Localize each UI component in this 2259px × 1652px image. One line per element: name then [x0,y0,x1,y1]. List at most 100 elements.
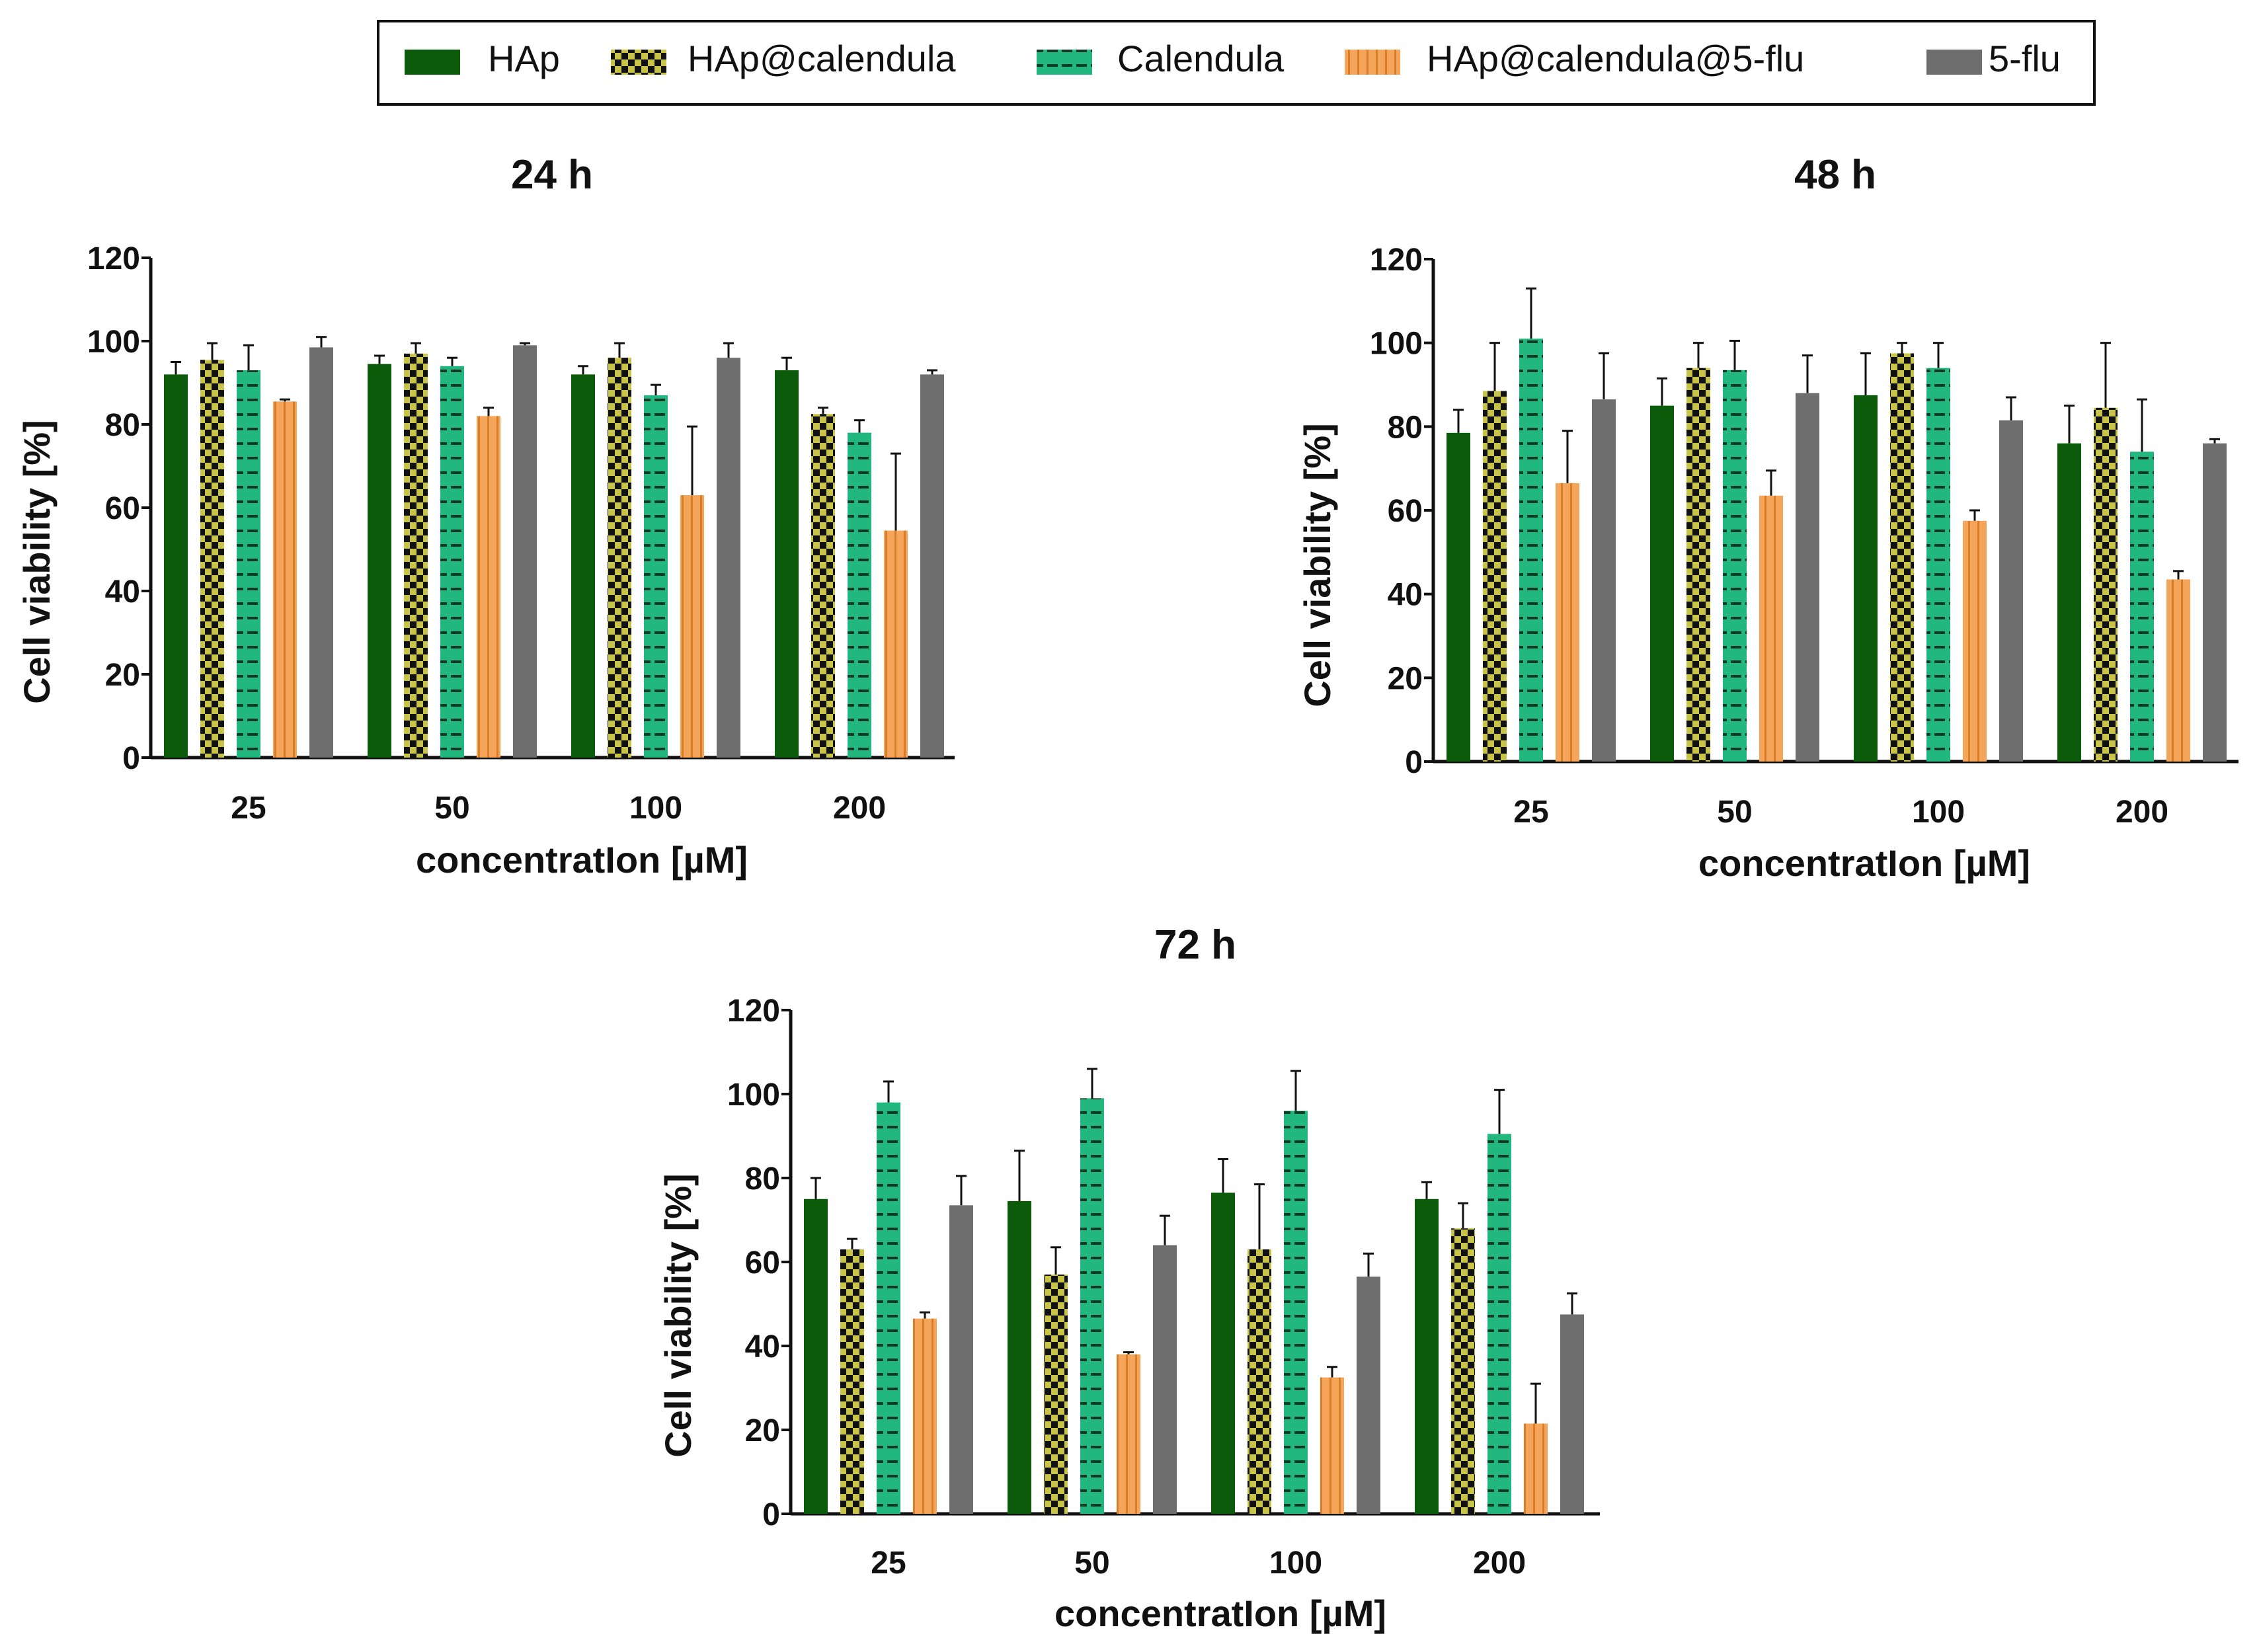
bar-hap-calendula-5-flu-200 [2166,579,2190,762]
bar-hap-calendula-5-flu-100 [1320,1377,1344,1514]
x-tick-label: 200 [2116,795,2168,830]
x-tick-label: 25 [871,1546,906,1581]
bar-hap-calendula-100 [608,358,631,758]
bar-hap-calendula-50 [1686,368,1710,762]
y-tick-label: 80 [745,1161,780,1197]
bar-hap-calendula-25 [1483,391,1507,762]
bar-calendula-100 [1926,368,1950,762]
bar-calendula-200 [848,432,871,758]
y-tick-label: 120 [87,241,140,276]
bar-hap-50 [368,364,391,758]
legend-swatch-hap [405,50,460,75]
bar-hap-25 [804,1199,828,1514]
bar-5-flu-25 [1592,399,1616,762]
bar-calendula-200 [2130,452,2154,762]
x-tick-label: 50 [1074,1546,1109,1581]
bar-hap-calendula-25 [840,1249,864,1514]
y-tick-label: 20 [105,658,140,693]
chart-panel-72h: 72 h concentratIon [µM] Cell viability [… [657,922,1600,1634]
y-tick-label: 0 [1405,745,1423,780]
x-tick-label: 100 [629,791,682,826]
bar-calendula-25 [1519,338,1543,762]
y-tick-label: 40 [745,1329,780,1364]
bar-hap-calendula-5-flu-200 [884,530,908,758]
bar-hap-calendula-200 [2094,407,2118,762]
x-tick-label: 200 [1473,1546,1526,1581]
y-tick-label: 100 [1370,327,1423,362]
y-tick-label: 60 [745,1245,780,1280]
bar-hap-100 [1854,395,1878,762]
bar-hap-calendula-5-flu-50 [477,416,500,758]
bar-calendula-25 [237,370,260,758]
bar-5-flu-50 [513,345,537,758]
x-tick-label: 50 [434,791,469,826]
bar-5-flu-50 [1796,393,1819,762]
bar-hap-calendula-50 [1044,1275,1068,1514]
chart-panel-24h: 24 h concentratIon [µM] Cell viability [… [16,152,955,881]
bar-calendula-25 [877,1102,900,1514]
bar-hap-25 [164,374,188,758]
legend-label-hap-calendula: HAp@calendula [688,38,956,79]
bar-hap-calendula-100 [1248,1249,1271,1514]
bar-hap-calendula-50 [404,353,428,758]
panel-title: 48 h [1794,152,1876,198]
bar-5-flu-200 [1560,1314,1584,1514]
bar-hap-calendula-5-flu-25 [913,1318,937,1514]
bar-hap-calendula-5-flu-100 [1963,520,1987,762]
legend-swatch-calendula [1037,50,1092,75]
legend-swatch-hap-calendula [611,50,666,75]
bar-hap-calendula-100 [1890,353,1914,762]
x-axis-title: concentratIon [µM] [1698,842,2030,884]
panel-title: 72 h [1154,922,1236,968]
legend-label-5flu: 5-flu [1989,38,2061,79]
x-tick-label: 200 [833,791,886,826]
y-axis-title: Cell viability [%] [16,420,58,703]
bar-5-flu-25 [309,347,333,758]
bar-calendula-100 [644,395,668,758]
x-tick-label: 25 [231,791,266,826]
bar-hap-100 [571,374,595,758]
bar-calendula-200 [1487,1134,1511,1514]
x-tick-label: 25 [1513,795,1548,830]
x-tick-label: 100 [1269,1546,1322,1581]
y-tick-label: 0 [122,741,140,776]
bar-hap-50 [1008,1200,1031,1514]
legend: HAp HAp@calendula Calendula HAp@calendul… [377,20,2096,106]
bar-5-flu-100 [1357,1277,1380,1514]
x-axis-title: concentratIon [µM] [416,839,748,881]
y-tick-label: 60 [105,491,140,526]
legend-label-hap: HAp [488,38,560,79]
y-tick-label: 100 [727,1078,780,1113]
y-tick-label: 80 [105,408,140,443]
bar-5-flu-100 [1999,420,2023,762]
legend-label-calendula: Calendula [1117,38,1285,79]
bar-calendula-50 [440,366,464,758]
bar-hap-25 [1447,432,1470,762]
bar-calendula-100 [1284,1111,1308,1514]
bar-5-flu-50 [1153,1245,1177,1514]
bar-hap-200 [2057,443,2081,762]
bar-hap-50 [1650,405,1674,762]
y-tick-label: 120 [1370,243,1423,278]
bar-calendula-50 [1723,370,1747,762]
y-axis-title: Cell viability [%] [657,1173,699,1457]
y-tick-label: 40 [1388,578,1423,613]
bar-hap-calendula-5-flu-25 [1556,483,1579,762]
bar-hap-calendula-5-flu-25 [273,401,297,758]
bar-hap-200 [1415,1199,1439,1514]
bar-hap-calendula-200 [1451,1228,1475,1514]
bar-calendula-50 [1080,1098,1104,1514]
y-tick-label: 60 [1388,494,1423,529]
bar-hap-calendula-5-flu-200 [1524,1423,1548,1514]
bar-5-flu-100 [717,358,740,758]
bar-hap-calendula-25 [200,360,224,758]
chart-panel-48h: 48 h concentratIon [µM] Cell viability [… [1296,152,2239,884]
bar-hap-calendula-5-flu-50 [1759,495,1783,762]
y-tick-label: 20 [745,1413,780,1448]
legend-swatch-hap-calendula-5flu [1345,50,1400,75]
panel-title: 24 h [511,152,593,198]
bar-hap-calendula-5-flu-100 [680,495,704,758]
bar-5-flu-25 [949,1205,973,1514]
bar-5-flu-200 [2203,443,2227,762]
